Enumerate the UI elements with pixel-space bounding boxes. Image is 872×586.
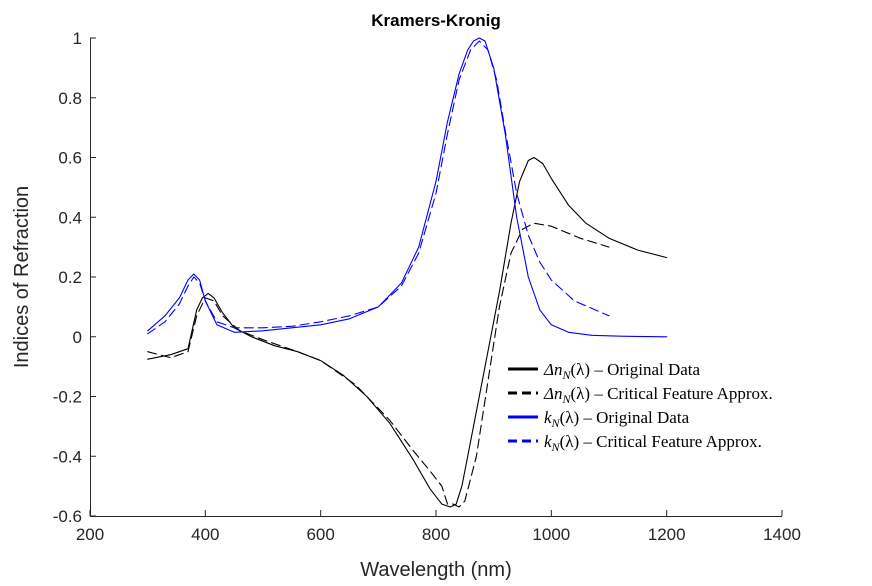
y-tick-label: 0.6 (58, 149, 82, 168)
y-tick-label: 0.4 (58, 208, 82, 227)
x-tick-label: 800 (422, 525, 450, 544)
legend-subscript: N (551, 416, 561, 430)
y-tick-label: 0 (73, 328, 82, 347)
x-tick-label: 1400 (763, 525, 801, 544)
chart-title: Kramers-Kronig (371, 11, 500, 30)
x-tick-label: 1000 (532, 525, 570, 544)
x-tick-label: 400 (191, 525, 219, 544)
legend-symbol: Δn (543, 384, 562, 403)
series-line-4 (147, 40, 610, 335)
y-tick-label: 0.8 (58, 89, 82, 108)
legend-symbol: Δn (543, 360, 562, 379)
legend-entry-4: kN(λ) – Critical Feature Approx. (544, 432, 762, 454)
y-tick-label: -0.2 (53, 388, 82, 407)
series-line-2 (147, 222, 610, 508)
x-tick-label: 200 (76, 525, 104, 544)
legend-symbol: k (544, 408, 552, 427)
legend-symbol: k (544, 432, 552, 451)
y-tick-label: -0.4 (53, 447, 82, 466)
y-tick-label: 1 (73, 29, 82, 48)
series-layer (147, 37, 668, 508)
y-ticks: -0.6 -0.4 -0.2 0 0.2 0.4 0.6 0.8 1 (53, 29, 96, 526)
x-tick-label: 1200 (648, 525, 686, 544)
x-ticks: 200 400 600 800 1000 1200 1400 (76, 510, 801, 544)
y-tick-label: 0.2 (58, 268, 82, 287)
legend-entry-3: kN(λ) – Original Data (544, 408, 690, 430)
x-axis-label: Wavelength (nm) (360, 559, 512, 581)
legend-entry-2: ΔnN(λ) – Critical Feature Approx. (543, 384, 773, 406)
y-axis-label: Indices of Refraction (11, 186, 33, 368)
legend-description: (λ) – Critical Feature Approx. (571, 384, 773, 403)
y-tick-label: -0.6 (53, 507, 82, 526)
legend-subscript: N (551, 440, 561, 454)
series-line-3 (147, 37, 668, 338)
legend-description: (λ) – Original Data (560, 408, 690, 427)
legend-subscript: N (561, 368, 571, 382)
series-line-1 (147, 156, 668, 508)
x-tick-label: 600 (306, 525, 334, 544)
legend-description: (λ) – Critical Feature Approx. (560, 432, 762, 451)
legend-entry-1: ΔnN(λ) – Original Data (543, 360, 701, 382)
legend-description: (λ) – Original Data (571, 360, 701, 379)
legend-subscript: N (561, 392, 571, 406)
